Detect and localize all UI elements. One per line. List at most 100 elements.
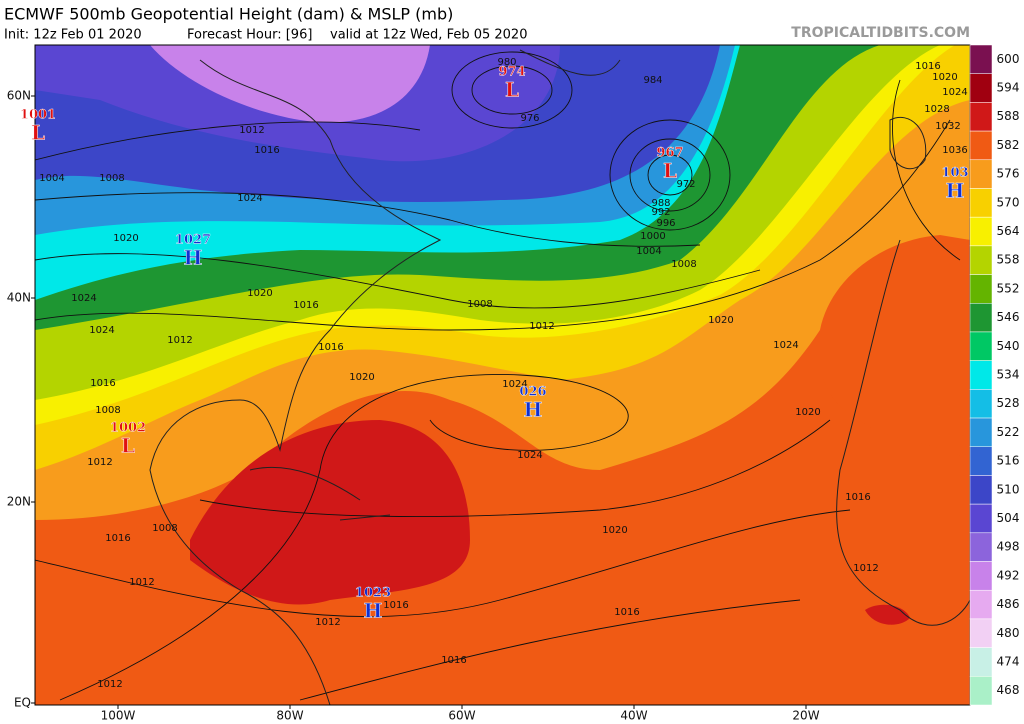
isobar-label: 1024	[89, 325, 114, 336]
colorbar-cell	[969, 475, 993, 505]
colorbar-label: 498	[997, 540, 1020, 554]
latitude-label: EQ	[14, 696, 31, 710]
colorbar-label: 528	[997, 396, 1020, 410]
height-band	[818, 235, 970, 460]
latitude-label: 40N	[7, 291, 31, 305]
isobar-label: 1012	[97, 679, 122, 690]
isobar-label: 1036	[942, 145, 967, 156]
colorbar-cell	[969, 102, 993, 132]
isobar-label: 1020	[349, 372, 374, 383]
longitude-label: 80W	[276, 709, 303, 723]
pressure-letter: L	[505, 78, 519, 102]
pressure-letter: L	[31, 121, 45, 145]
isobar-label: 1020	[602, 525, 627, 536]
colorbar-label: 558	[997, 253, 1020, 267]
pressure-value: 967	[656, 146, 683, 161]
colorbar-label: 564	[997, 224, 1020, 238]
pressure-letter: H	[364, 599, 383, 623]
colorbar-label: 492	[997, 568, 1020, 582]
isobar-label: 1008	[95, 405, 120, 416]
map	[34, 44, 971, 706]
longitude-label: 20W	[792, 709, 819, 723]
isobar-label: 1024	[773, 340, 798, 351]
isobar-label: 1008	[467, 299, 492, 310]
pressure-value: 1027	[175, 233, 211, 248]
pressure-value: 026	[519, 385, 546, 400]
isobar-label: 1016	[383, 600, 408, 611]
isobar-label: 1028	[924, 104, 949, 115]
longitude-label: 40W	[620, 709, 647, 723]
isobar-label: 1024	[502, 379, 527, 390]
isobar-label: 1020	[113, 233, 138, 244]
isobar-label: 1016	[293, 300, 318, 311]
colorbar-label: 600	[997, 52, 1020, 66]
colorbar-cell	[969, 44, 993, 74]
colorbar-label: 582	[997, 138, 1020, 152]
valid-time: valid at 12z Wed, Feb 05 2020	[330, 28, 527, 43]
colorbar-cell	[969, 503, 993, 534]
isobar-label: 1012	[87, 457, 112, 468]
colorbar-cell	[969, 130, 993, 161]
colorbar-cell	[969, 676, 993, 706]
colorbar-cell	[969, 389, 993, 419]
isobar-label: 1016	[318, 342, 343, 353]
colorbar-label: 534	[997, 368, 1020, 382]
isobar-label: 1020	[708, 315, 733, 326]
longitude-label: 60W	[448, 709, 475, 723]
colorbar-label: 588	[997, 109, 1020, 123]
colorbar-cell	[969, 417, 993, 447]
isobar-label: 1012	[239, 125, 264, 136]
isobar-label: 1012	[529, 321, 554, 332]
colorbar-cell	[969, 159, 993, 189]
colorbar-cell	[969, 561, 993, 591]
pressure-letter: H	[524, 398, 543, 422]
colorbar-label: 570	[997, 195, 1020, 209]
isobar-label: 1004	[636, 246, 661, 257]
colorbar-label: 474	[997, 654, 1020, 668]
colorbar-cell	[969, 446, 993, 476]
pressure-letter: H	[184, 246, 203, 270]
coastlines	[149, 49, 970, 705]
pressure-value: 103	[941, 166, 968, 181]
isobar-label: 1016	[845, 492, 870, 503]
longitude-label: 100W	[101, 709, 136, 723]
axes: 60N 40N 20N EQ 100W 80W 60W 40W 20W	[7, 89, 820, 723]
isobar-label: 972	[676, 179, 695, 190]
isobar-label: 1032	[935, 121, 960, 132]
pressure-value: 1001	[20, 108, 56, 123]
colorbar-label: 468	[997, 683, 1020, 697]
init-time: Init: 12z Feb 01 2020	[4, 28, 142, 43]
latitude-label: 20N	[7, 495, 31, 509]
latitude-label: 60N	[7, 89, 31, 103]
colorbar-label: 486	[997, 597, 1020, 611]
isobar-label: 1016	[105, 533, 130, 544]
isobar-label: 1008	[152, 523, 177, 534]
colorbar-cell	[969, 360, 993, 390]
isobar-label: 1004	[39, 173, 64, 184]
isobar-label: 976	[520, 113, 539, 124]
colorbar-cell	[969, 274, 993, 304]
isobar-label: 1016	[90, 378, 115, 389]
colorbar-label: 504	[997, 511, 1020, 525]
forecast-hour: Forecast Hour: [96]	[187, 28, 312, 43]
pressure-letter: H	[946, 179, 965, 203]
isobar-label: 1024	[237, 193, 262, 204]
isobar-label: 1012	[853, 563, 878, 574]
colorbar-label: 594	[997, 81, 1020, 95]
isobar-label: 1016	[441, 655, 466, 666]
isobar-label: 1024	[71, 293, 96, 304]
colorbar-cell	[969, 532, 993, 562]
isobar-label: 984	[643, 75, 662, 86]
colorbar-label: 576	[997, 167, 1020, 181]
isobar-label: 1020	[932, 72, 957, 83]
isobar-label: 980	[497, 57, 516, 68]
isobar-label: 1020	[795, 407, 820, 418]
isobar-label: 988	[651, 198, 670, 209]
isobar-label: 1020	[247, 288, 272, 299]
isobar-label: 1016	[254, 145, 279, 156]
colorbar-label: 516	[997, 454, 1020, 468]
isobars	[35, 51, 961, 701]
colorbar-cell	[969, 589, 993, 620]
colorbar-cell	[969, 647, 993, 677]
